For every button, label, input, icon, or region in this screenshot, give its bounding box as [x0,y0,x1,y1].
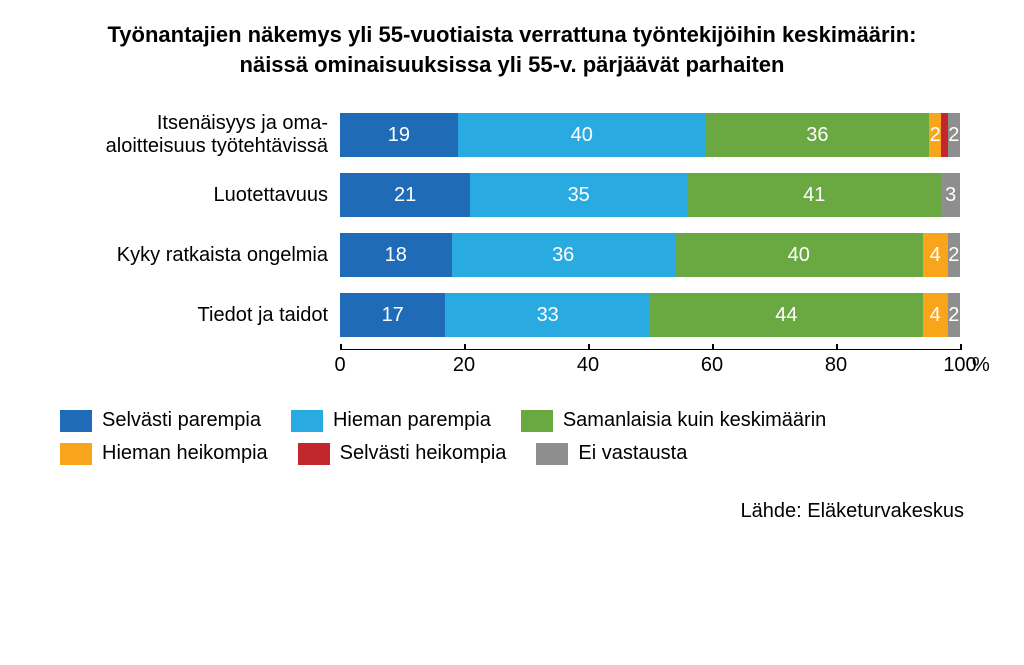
legend-item: Samanlaisia kuin keskimäärin [521,409,826,432]
bar-row: Luotettavuus2135413 [60,169,984,221]
chart-title: Työnantajien näkemys yli 55-vuotiaista v… [40,20,984,79]
legend-swatch [291,410,323,432]
bar-segment: 41 [687,173,941,217]
bar-row: Itsenäisyys ja oma-aloitteisuus työtehtä… [60,109,984,161]
axis-tick [836,344,838,350]
category-label: Kyky ratkaista ongelmia [60,244,340,267]
legend-item: Selvästi parempia [60,409,261,432]
bar-track: 2135413 [340,173,960,217]
bar-segment: 17 [340,293,445,337]
category-label: Tiedot ja taidot [60,304,340,327]
axis-tick [960,344,962,350]
bar-track: 18364042 [340,233,960,277]
bar-segment: 35 [470,173,687,217]
chart-area: Itsenäisyys ja oma-aloitteisuus työtehtä… [60,109,984,379]
axis-tick [588,344,590,350]
legend-swatch [298,443,330,465]
bar-row: Tiedot ja taidot17334442 [60,289,984,341]
legend-swatch [60,443,92,465]
bar-segment: 36 [706,113,929,157]
bar-segment: 4 [923,233,948,277]
x-axis: 020406080100% [60,349,984,379]
bar-segment: 2 [948,233,960,277]
bar-segment: 3 [941,173,960,217]
bar-segment: 21 [340,173,470,217]
axis-tick [464,344,466,350]
bar-segment: 40 [458,113,706,157]
axis-tick-label: 0 [334,354,345,377]
bar-segment: 2 [948,113,960,157]
bar-track: 19403622 [340,113,960,157]
legend-item: Ei vastausta [536,442,687,465]
bar-segment: 2 [948,293,960,337]
axis-tick [712,344,714,350]
title-line-1: Työnantajien näkemys yli 55-vuotiaista v… [40,20,984,50]
legend-item: Hieman parempia [291,409,491,432]
axis-tick-label: 40 [577,354,599,377]
legend-swatch [60,410,92,432]
legend-label: Selvästi heikompia [340,442,507,465]
source-label: Lähde: Eläketurvakeskus [40,500,964,523]
category-label: Itsenäisyys ja oma-aloitteisuus työtehtä… [60,112,340,158]
category-label: Luotettavuus [60,184,340,207]
bar-segment: 40 [675,233,923,277]
legend-label: Samanlaisia kuin keskimäärin [563,409,826,432]
bar-segment: 18 [340,233,452,277]
axis-tick [340,344,342,350]
bar-segment: 33 [445,293,650,337]
legend-swatch [521,410,553,432]
bar-segment: 44 [650,293,923,337]
legend: Selvästi parempia Hieman parempia Samanlai… [60,409,980,465]
legend-swatch [536,443,568,465]
legend-label: Hieman parempia [333,409,491,432]
legend-label: Selvästi parempia [102,409,261,432]
bar-segment: 36 [452,233,675,277]
bar-segment: 4 [923,293,948,337]
axis-tick-label: 80 [825,354,847,377]
legend-label: Hieman heikompia [102,442,268,465]
axis-unit-label: % [972,354,990,377]
axis-tick-label: 60 [701,354,723,377]
legend-label: Ei vastausta [578,442,687,465]
legend-item: Hieman heikompia [60,442,268,465]
bar-row: Kyky ratkaista ongelmia18364042 [60,229,984,281]
axis-track: 020406080100% [340,349,960,379]
bar-track: 17334442 [340,293,960,337]
bar-segment: 19 [340,113,458,157]
bar-segment: 2 [929,113,941,157]
title-line-2: näissä ominaisuuksissa yli 55-v. pärjääv… [40,50,984,80]
axis-tick-label: 20 [453,354,475,377]
legend-item: Selvästi heikompia [298,442,507,465]
